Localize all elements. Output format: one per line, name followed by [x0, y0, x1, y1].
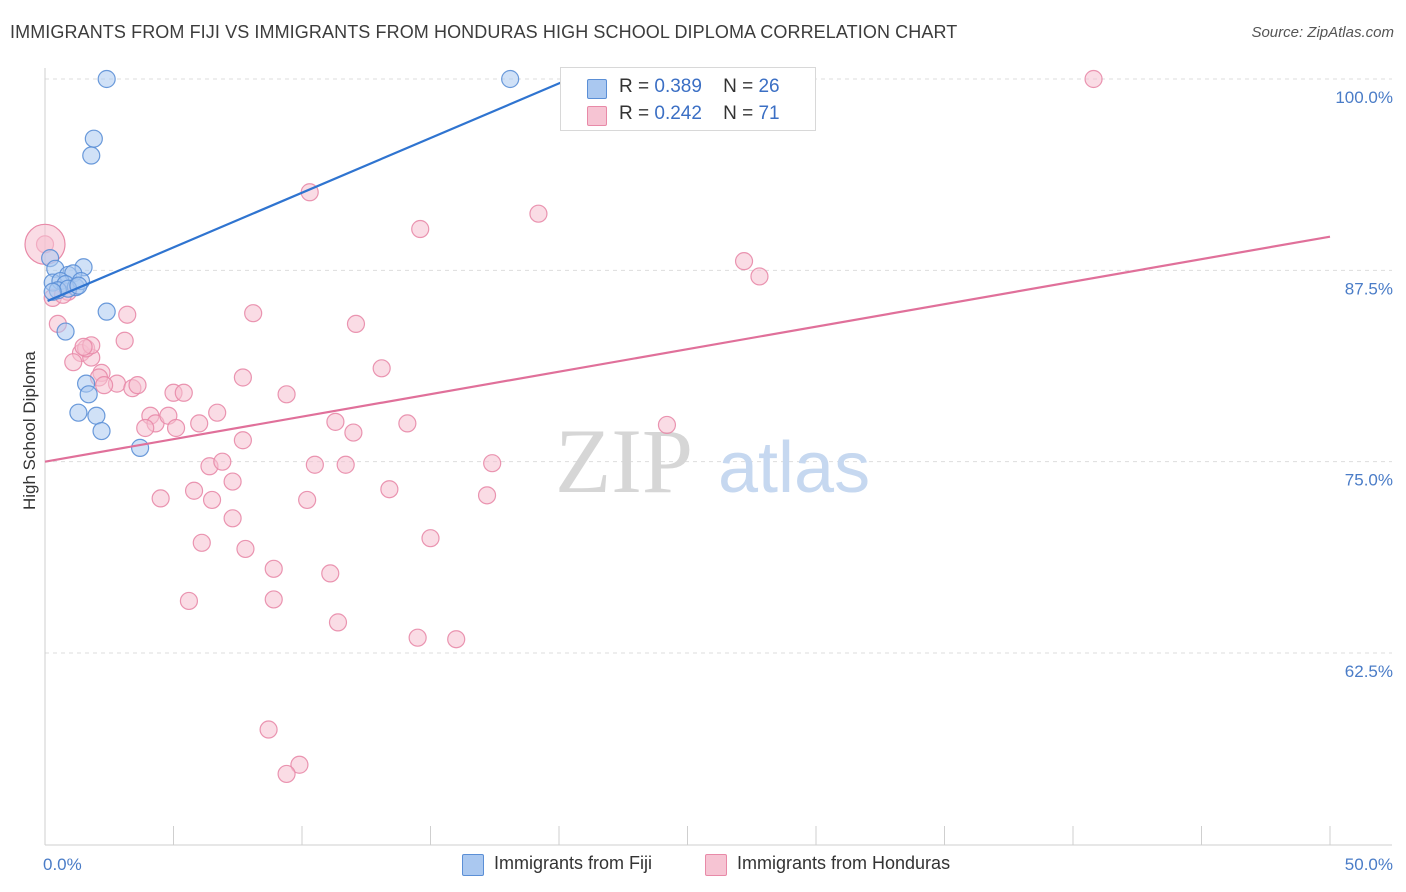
fiji-legend-label: Immigrants from Fiji	[494, 853, 653, 873]
honduras-point	[264, 559, 283, 578]
honduras-point	[447, 630, 466, 649]
honduras-point	[657, 415, 677, 435]
axes	[44, 68, 1392, 846]
honduras-point	[213, 452, 232, 471]
honduras-point	[277, 385, 296, 404]
honduras-legend-label: Immigrants from Honduras	[737, 853, 951, 873]
trend-lines	[44, 77, 1331, 463]
honduras-point	[192, 533, 211, 552]
honduras-point	[202, 490, 222, 510]
honduras-point	[136, 418, 155, 438]
fiji-point	[82, 146, 101, 165]
fiji-r-label: R =	[619, 76, 650, 97]
honduras-point	[184, 481, 204, 500]
fiji-point	[92, 421, 111, 441]
honduras-n-value: 71	[758, 103, 780, 124]
honduras-n-label: N =	[723, 103, 754, 124]
fiji-point	[97, 302, 116, 321]
y-tick-label: 75.0%	[1345, 471, 1393, 490]
honduras-point	[380, 480, 399, 499]
honduras-point	[336, 455, 355, 474]
honduras-point	[408, 628, 427, 647]
honduras-point	[115, 331, 134, 350]
honduras-points	[24, 69, 1103, 784]
honduras-point	[223, 509, 242, 528]
gridlines	[45, 78, 1392, 654]
honduras-point	[151, 489, 170, 508]
fiji-point	[79, 385, 98, 404]
tick-labels: 62.5% 75.0% 87.5% 100.0% 0.0% 50.0%	[43, 88, 1393, 874]
honduras-legend-swatch	[705, 854, 727, 876]
honduras-point	[233, 431, 252, 450]
fiji-r-value: 0.389	[654, 76, 702, 97]
fiji-point	[97, 69, 116, 89]
fiji-point	[130, 438, 150, 457]
honduras-point	[483, 454, 502, 473]
fiji-trend-line	[47, 77, 570, 302]
honduras-point	[74, 337, 93, 356]
honduras-point	[477, 486, 497, 505]
honduras-point	[208, 403, 227, 422]
honduras-point	[421, 529, 440, 548]
honduras-point	[128, 376, 147, 395]
honduras-point	[290, 755, 309, 774]
honduras-point	[398, 414, 417, 433]
honduras-r-value: 0.242	[654, 103, 702, 124]
honduras-point	[174, 383, 193, 402]
x-tick-label: 0.0%	[43, 855, 82, 874]
honduras-point	[298, 490, 317, 510]
fiji-point	[84, 129, 103, 148]
honduras-trend-line	[44, 235, 1331, 463]
fiji-point	[87, 406, 106, 425]
fiji-n-label: N =	[723, 76, 754, 97]
honduras-point	[529, 204, 548, 223]
honduras-point	[190, 414, 209, 433]
source-credit: Source: ZipAtlas.com	[1251, 24, 1394, 41]
honduras-r-label: R =	[619, 103, 650, 124]
honduras-point	[372, 359, 391, 378]
honduras-point	[223, 472, 242, 491]
honduras-point	[236, 539, 255, 559]
honduras-point	[328, 613, 348, 632]
fiji-swatch	[587, 79, 607, 99]
fiji-legend-swatch	[462, 854, 484, 876]
honduras-point	[118, 305, 137, 324]
honduras-point	[95, 376, 114, 395]
fiji-point	[56, 322, 75, 341]
y-tick-label: 62.5%	[1345, 662, 1393, 681]
correlation-legend: R = 0.389 N = 26 R = 0.242 N = 71	[560, 67, 816, 131]
watermark-atlas: atlas	[718, 428, 870, 508]
fiji-point	[69, 403, 88, 422]
chart-title: IMMIGRANTS FROM FIJI VS IMMIGRANTS FROM …	[10, 22, 958, 42]
honduras-point	[346, 314, 366, 334]
honduras-point	[344, 423, 363, 442]
honduras-point	[233, 368, 252, 387]
y-tick-label: 87.5%	[1345, 279, 1393, 298]
x-tick-label: 50.0%	[1345, 855, 1393, 874]
honduras-point	[1084, 69, 1103, 89]
honduras-point	[326, 412, 345, 431]
honduras-point	[179, 591, 199, 611]
honduras-point	[411, 219, 430, 239]
honduras-point	[734, 252, 754, 271]
honduras-point	[305, 455, 324, 474]
watermark: ZIP atlas	[555, 410, 870, 512]
honduras-point	[64, 353, 83, 372]
fiji-point	[501, 69, 520, 89]
honduras-swatch	[587, 106, 607, 126]
fiji-n-value: 26	[758, 76, 780, 97]
honduras-point	[244, 304, 263, 323]
honduras-point	[750, 267, 769, 286]
y-tick-label: 100.0%	[1335, 88, 1393, 107]
honduras-point	[264, 590, 283, 609]
honduras-point	[259, 720, 278, 739]
honduras-point	[277, 764, 296, 784]
honduras-point	[321, 564, 340, 583]
honduras-point	[166, 418, 186, 438]
